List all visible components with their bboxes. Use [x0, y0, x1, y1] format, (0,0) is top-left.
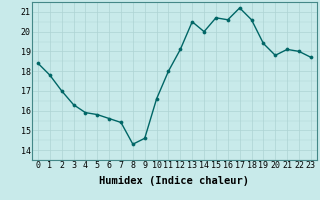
X-axis label: Humidex (Indice chaleur): Humidex (Indice chaleur) [100, 176, 249, 186]
